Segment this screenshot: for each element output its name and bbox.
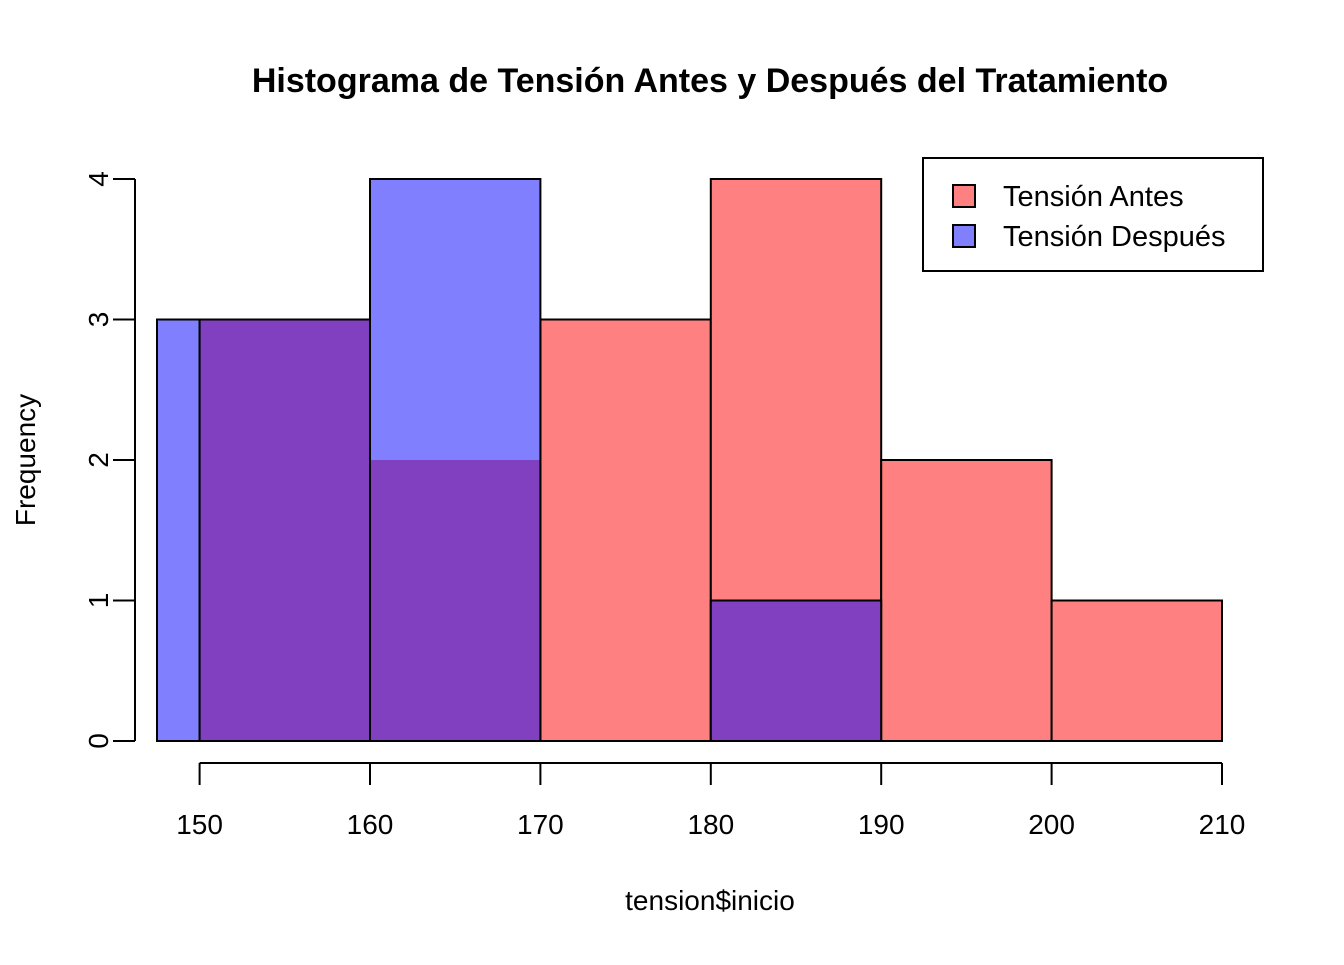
x-tick-label-160: 160 xyxy=(347,809,394,840)
chart-title: Histograma de Tensión Antes y Después de… xyxy=(252,62,1168,100)
bar-overlap-4 xyxy=(710,600,882,741)
bar-antes-4 xyxy=(880,459,1053,742)
legend: Tensión Antes Tensión Después xyxy=(922,157,1264,272)
bar-overlap-1 xyxy=(199,319,370,741)
y-tick-label-2: 2 xyxy=(83,452,114,468)
bar-antes-5 xyxy=(1050,599,1223,742)
legend-label-1: Tensión Después xyxy=(1003,221,1225,253)
bar-outline-despues-2 xyxy=(369,178,542,742)
x-tick-label-190: 190 xyxy=(858,809,905,840)
x-tick-label-200: 200 xyxy=(1028,809,1075,840)
x-tick-label-180: 180 xyxy=(687,809,734,840)
x-tick-label-150: 150 xyxy=(176,809,223,840)
bar-outline-despues-4 xyxy=(709,599,883,742)
bars-layer xyxy=(156,178,1223,742)
y-axis-label: Frequency xyxy=(10,394,41,526)
legend-swatch-0 xyxy=(952,184,976,208)
bar-overlap-2 xyxy=(370,460,541,741)
y-tick-label-0: 0 xyxy=(83,733,114,749)
y-tick-label-1: 1 xyxy=(83,593,114,609)
y-tick-label-4: 4 xyxy=(83,171,114,187)
legend-swatch-1 xyxy=(952,224,976,248)
bar-despues-0 xyxy=(157,319,200,741)
x-tick-label-210: 210 xyxy=(1199,809,1246,840)
y-tick-label-3: 3 xyxy=(83,312,114,328)
x-tick-label-170: 170 xyxy=(517,809,564,840)
x-axis-label: tension$inicio xyxy=(625,885,795,916)
legend-label-0: Tensión Antes xyxy=(1003,181,1184,213)
bar-antes-2 xyxy=(539,318,712,742)
axes-layer: 150 160 170 180 190 200 210 0 1 2 3 4 xyxy=(83,171,1245,840)
bar-despues-2 xyxy=(370,179,541,460)
legend-box xyxy=(922,157,1264,272)
